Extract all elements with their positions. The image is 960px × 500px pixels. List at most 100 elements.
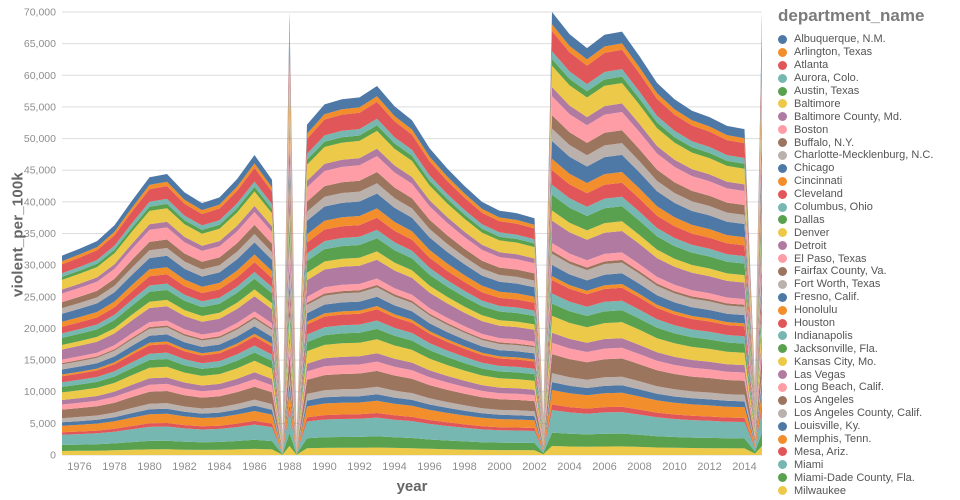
legend-swatch-icon bbox=[778, 189, 787, 199]
legend-swatch-icon bbox=[778, 357, 787, 367]
legend-item: Louisville, Ky. bbox=[778, 420, 958, 433]
legend-item-label: Albuquerque, N.M. bbox=[794, 33, 886, 46]
legend-swatch-icon bbox=[778, 305, 787, 315]
y-tick-label: 70,000 bbox=[24, 7, 56, 19]
x-tick-label: 1986 bbox=[242, 461, 266, 473]
legend-item-label: Miami bbox=[794, 458, 824, 471]
y-tick-label: 40,000 bbox=[24, 196, 56, 208]
legend-item: Aurora, Colo. bbox=[778, 72, 958, 85]
legend-swatch-icon bbox=[778, 370, 787, 380]
legend-item-label: Baltimore bbox=[794, 97, 841, 110]
y-tick-label: 5,000 bbox=[30, 418, 56, 430]
legend-item: Memphis, Tenn. bbox=[778, 433, 958, 446]
legend-item-label: Dallas bbox=[794, 213, 825, 226]
legend-item-label: Buffalo, N.Y. bbox=[794, 136, 855, 149]
legend-item: Milwaukee bbox=[778, 484, 958, 497]
legend-item: Atlanta bbox=[778, 59, 958, 72]
legend-swatch-icon bbox=[778, 395, 787, 405]
legend-item-label: Las Vegas bbox=[794, 368, 846, 381]
legend-item-label: Chicago bbox=[794, 162, 835, 175]
legend-swatch-icon bbox=[778, 331, 787, 341]
y-tick-label: 50,000 bbox=[24, 133, 56, 145]
legend-item: Fresno, Calif. bbox=[778, 291, 958, 304]
legend-item-label: Baltimore County, Md. bbox=[794, 110, 903, 123]
legend-swatch-icon bbox=[778, 447, 787, 457]
x-tick-label: 2012 bbox=[697, 461, 721, 473]
legend-item: Kansas City, Mo. bbox=[778, 355, 958, 368]
legend-item: Baltimore County, Md. bbox=[778, 110, 958, 123]
x-tick-label: 1992 bbox=[347, 461, 371, 473]
legend-swatch-icon bbox=[778, 150, 787, 160]
legend-item-label: Denver bbox=[794, 226, 830, 239]
legend-item-label: Cleveland bbox=[794, 188, 843, 201]
legend-item: Dallas bbox=[778, 213, 958, 226]
legend-swatch-icon bbox=[778, 202, 787, 212]
legend-item: Los Angeles bbox=[778, 394, 958, 407]
x-tick-label: 2002 bbox=[522, 461, 546, 473]
legend-swatch-icon bbox=[778, 279, 787, 289]
legend-item-label: Honolulu bbox=[794, 304, 838, 317]
x-tick-label: 2008 bbox=[627, 461, 651, 473]
x-tick-label: 1984 bbox=[207, 461, 231, 473]
area-band bbox=[62, 432, 762, 455]
x-tick-label: 1978 bbox=[102, 461, 126, 473]
legend-swatch-icon bbox=[778, 125, 787, 135]
legend-item-label: Los Angeles County, Calif. bbox=[794, 407, 923, 420]
legend-swatch-icon bbox=[778, 486, 787, 496]
y-tick-label: 55,000 bbox=[24, 101, 56, 113]
x-tick-label: 1998 bbox=[452, 461, 476, 473]
legend-swatch-icon bbox=[778, 318, 787, 328]
legend-item: Indianapolis bbox=[778, 329, 958, 342]
y-tick-label: 60,000 bbox=[24, 70, 56, 82]
legend-item: Baltimore bbox=[778, 97, 958, 110]
legend-swatch-icon bbox=[778, 138, 787, 148]
legend-item-label: Fresno, Calif. bbox=[794, 291, 860, 304]
area-band bbox=[62, 315, 762, 451]
legend-swatch-icon bbox=[778, 99, 787, 109]
legend-item-label: Cincinnati bbox=[794, 175, 843, 188]
legend-item: Long Beach, Calif. bbox=[778, 381, 958, 394]
x-tick-label: 2006 bbox=[592, 461, 616, 473]
legend-swatch-icon bbox=[778, 460, 787, 470]
legend-swatch-icon bbox=[778, 254, 787, 264]
legend-item: Cleveland bbox=[778, 188, 958, 201]
y-tick-label: 30,000 bbox=[24, 260, 56, 272]
legend-item: Jacksonville, Fla. bbox=[778, 342, 958, 355]
legend-item: Austin, Texas bbox=[778, 85, 958, 98]
legend-swatch-icon bbox=[778, 228, 787, 238]
legend-swatch-icon bbox=[778, 292, 787, 302]
x-tick-label: 1982 bbox=[172, 461, 196, 473]
x-tick-label: 1990 bbox=[312, 461, 336, 473]
legend-item: Las Vegas bbox=[778, 368, 958, 381]
legend-item-label: Houston bbox=[794, 317, 835, 330]
legend-item: Los Angeles County, Calif. bbox=[778, 407, 958, 420]
x-tick-label: 1980 bbox=[137, 461, 161, 473]
legend-item-label: Charlotte-Mecklenburg, N.C. bbox=[794, 149, 934, 162]
legend-item: Mesa, Ariz. bbox=[778, 446, 958, 459]
legend-items: Albuquerque, N.M. Arlington, Texas Atlanta… bbox=[778, 33, 958, 497]
legend-item: Buffalo, N.Y. bbox=[778, 136, 958, 149]
legend-swatch-icon bbox=[778, 34, 787, 44]
area-band bbox=[62, 342, 762, 452]
x-tick-label: 2010 bbox=[662, 461, 686, 473]
area-band bbox=[62, 382, 762, 453]
legend-item-label: Louisville, Ky. bbox=[794, 420, 861, 433]
legend-item: Denver bbox=[778, 226, 958, 239]
legend-item-label: Boston bbox=[794, 123, 829, 136]
x-tick-label: 1994 bbox=[382, 461, 406, 473]
legend-item-label: Arlington, Texas bbox=[794, 46, 873, 59]
legend-item: Houston bbox=[778, 317, 958, 330]
legend-item: Fairfax County, Va. bbox=[778, 265, 958, 278]
area-band bbox=[62, 390, 762, 454]
legend-swatch-icon bbox=[778, 408, 787, 418]
y-tick-label: 35,000 bbox=[24, 228, 56, 240]
legend-swatch-icon bbox=[778, 215, 787, 225]
area-band bbox=[62, 404, 762, 454]
y-tick-label: 20,000 bbox=[24, 323, 56, 335]
legend-item: Fort Worth, Texas bbox=[778, 278, 958, 291]
legend-item: Miami bbox=[778, 458, 958, 471]
legend-swatch-icon bbox=[778, 344, 787, 354]
legend-swatch-icon bbox=[778, 176, 787, 186]
